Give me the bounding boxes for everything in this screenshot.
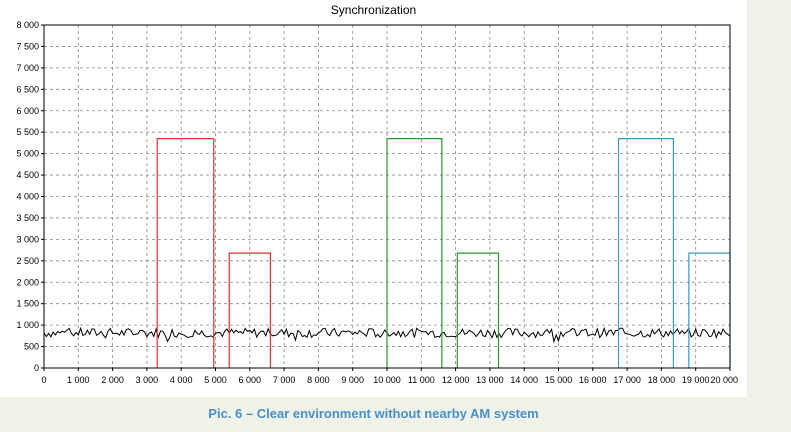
y-tick-label: 500 bbox=[24, 342, 39, 352]
x-tick-label: 10 000 bbox=[373, 375, 401, 385]
y-tick-label: 5 500 bbox=[16, 127, 39, 137]
y-tick-label: 3 000 bbox=[16, 234, 39, 244]
x-tick-label: 8 000 bbox=[307, 375, 330, 385]
pulse-mark bbox=[456, 252, 500, 368]
x-tick-label: 5 000 bbox=[204, 375, 227, 385]
y-tick-label: 2 000 bbox=[16, 277, 39, 287]
y-tick-label: 4 500 bbox=[16, 170, 39, 180]
pulse-mark bbox=[688, 252, 731, 368]
pulse-mark bbox=[156, 138, 215, 368]
synchronization-chart: 0 500 1 000 1 500 2 000 2 500 3 000 3 500 4 000 4… bbox=[16, 20, 738, 385]
y-tick-label: 4 000 bbox=[16, 192, 39, 202]
y-tick-label: 1 500 bbox=[16, 299, 39, 309]
x-tick-label: 4 000 bbox=[170, 375, 193, 385]
x-tick-label: 12 000 bbox=[442, 375, 470, 385]
x-tick-label: 11 000 bbox=[408, 375, 435, 385]
x-tick-label: 17 000 bbox=[613, 375, 641, 385]
x-tick-label: 13 000 bbox=[476, 375, 504, 385]
x-tick-label: 0 bbox=[41, 375, 46, 385]
x-tick-label: 1 000 bbox=[67, 375, 90, 385]
pulse-mark bbox=[386, 138, 443, 368]
x-tick-label: 20 000 bbox=[710, 375, 738, 385]
y-tick-label: 8 000 bbox=[16, 20, 39, 30]
x-tick-label: 14 000 bbox=[510, 375, 538, 385]
x-axis: 0 1 000 2 000 3 000 4 000 5 000 6 000 7 000 8 00… bbox=[41, 368, 738, 385]
x-tick-label: 3 000 bbox=[136, 375, 159, 385]
y-tick-label: 2 500 bbox=[16, 256, 39, 266]
y-tick-label: 7 500 bbox=[16, 41, 39, 51]
y-axis: 0 500 1 000 1 500 2 000 2 500 3 000 3 500 4 000 4… bbox=[16, 20, 44, 373]
pulse-mark bbox=[228, 252, 271, 368]
chart-title: Synchronization bbox=[330, 3, 417, 17]
x-tick-label: 16 000 bbox=[579, 375, 607, 385]
y-tick-label: 0 bbox=[34, 363, 39, 373]
x-tick-label: 9 000 bbox=[341, 375, 364, 385]
pulse-mark bbox=[617, 138, 675, 368]
y-tick-label: 6 000 bbox=[16, 106, 39, 116]
y-tick-label: 3 500 bbox=[16, 213, 39, 223]
y-tick-label: 6 500 bbox=[16, 84, 39, 94]
x-tick-label: 7 000 bbox=[273, 375, 296, 385]
figure-caption: Pic. 6 – Clear environment without nearb… bbox=[208, 406, 539, 421]
series-layer bbox=[43, 138, 731, 368]
x-tick-label: 2 000 bbox=[101, 375, 124, 385]
x-tick-label: 18 000 bbox=[648, 375, 676, 385]
y-tick-label: 1 000 bbox=[16, 320, 39, 330]
x-tick-label: 19 000 bbox=[682, 375, 710, 385]
x-tick-label: 15 000 bbox=[545, 375, 573, 385]
y-tick-label: 7 000 bbox=[16, 63, 39, 73]
x-tick-label: 6 000 bbox=[239, 375, 262, 385]
y-tick-label: 5 000 bbox=[16, 149, 39, 159]
chart-frame: Synchronization 0 500 1 000 1 500 2 000 2 500… bbox=[0, 0, 747, 397]
